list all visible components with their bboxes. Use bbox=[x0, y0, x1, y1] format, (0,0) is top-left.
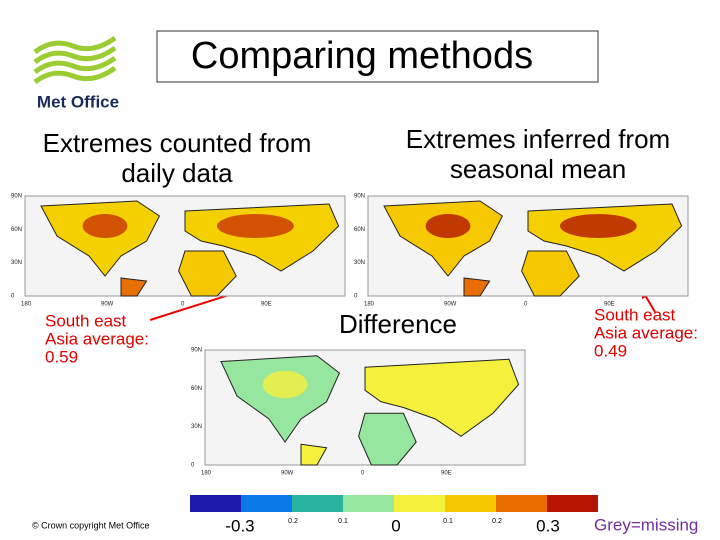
difference-heading: Difference bbox=[339, 309, 457, 339]
lat-label: 90N bbox=[11, 194, 22, 200]
note: Asia average: bbox=[594, 323, 698, 342]
hotspot bbox=[425, 214, 471, 238]
colorbar-swatch bbox=[394, 495, 445, 512]
lat-label: 30N bbox=[11, 260, 22, 266]
colorbar-label: 0.2 bbox=[288, 518, 298, 525]
lon-label: 90E bbox=[604, 302, 615, 308]
colorbar-swatch bbox=[445, 495, 496, 512]
lon-label: 0 bbox=[181, 302, 185, 308]
hotspot bbox=[560, 214, 637, 238]
hotspot bbox=[262, 370, 308, 399]
lon-label: 180 bbox=[364, 302, 375, 308]
colorbar-label: 0.3 bbox=[536, 516, 560, 535]
colorbar-label: 0.1 bbox=[338, 518, 348, 525]
lat-label: 90N bbox=[354, 194, 365, 200]
colorbar-label: 0.1 bbox=[443, 518, 453, 525]
land bbox=[40, 200, 161, 277]
lat-label: 0 bbox=[354, 294, 358, 300]
colorbar-swatch bbox=[547, 495, 598, 512]
hotspot bbox=[82, 214, 128, 238]
colorbar-label: -0.3 bbox=[225, 516, 254, 535]
logo-text: Met Office bbox=[37, 92, 119, 111]
lat-label: 60N bbox=[354, 227, 365, 233]
lon-label: 180 bbox=[21, 302, 32, 308]
logo bbox=[33, 35, 117, 85]
land bbox=[120, 277, 148, 297]
note: South east bbox=[594, 305, 676, 324]
lon-label: 0 bbox=[361, 471, 365, 477]
lat-label: 60N bbox=[191, 386, 202, 392]
lat-label: 90N bbox=[191, 348, 202, 354]
note: Asia average: bbox=[45, 329, 149, 348]
land bbox=[383, 200, 504, 277]
land bbox=[463, 277, 491, 297]
colorbar-swatch bbox=[343, 495, 394, 512]
colorbar-swatch bbox=[190, 495, 241, 512]
land bbox=[300, 443, 328, 466]
lon-label: 180 bbox=[201, 471, 212, 477]
panel-heading: seasonal mean bbox=[450, 154, 626, 184]
title: Comparing methods bbox=[191, 35, 533, 77]
colorbar-label: 0.2 bbox=[492, 518, 502, 525]
panel-heading: daily data bbox=[121, 158, 233, 188]
note: 0.59 bbox=[45, 347, 78, 366]
colorbar-label: 0 bbox=[391, 516, 400, 535]
hotspot bbox=[397, 370, 474, 399]
lat-label: 30N bbox=[354, 260, 365, 266]
missing-note: Grey=missing bbox=[594, 515, 698, 534]
hotspot bbox=[217, 214, 294, 238]
lon-label: 90W bbox=[101, 302, 114, 308]
panel-heading: Extremes inferred from bbox=[406, 124, 670, 154]
lon-label: 90E bbox=[441, 471, 452, 477]
land bbox=[178, 250, 237, 297]
lat-label: 30N bbox=[191, 424, 202, 430]
lat-label: 60N bbox=[11, 227, 22, 233]
lon-label: 0 bbox=[524, 302, 528, 308]
colorbar-swatch bbox=[241, 495, 292, 512]
colorbar-swatch bbox=[496, 495, 547, 512]
lat-label: 0 bbox=[191, 463, 195, 469]
lat-label: 0 bbox=[11, 294, 15, 300]
land bbox=[358, 412, 417, 466]
land bbox=[521, 250, 580, 297]
title-box bbox=[156, 30, 599, 83]
note: South east bbox=[45, 311, 127, 330]
land bbox=[220, 355, 341, 443]
lon-label: 90E bbox=[261, 302, 272, 308]
panel-heading: Extremes counted from bbox=[43, 128, 312, 158]
lon-label: 90W bbox=[444, 302, 457, 308]
note: 0.49 bbox=[594, 341, 627, 360]
copyright: © Crown copyright Met Office bbox=[32, 520, 150, 530]
lon-label: 90W bbox=[281, 471, 294, 477]
colorbar-swatch bbox=[292, 495, 343, 512]
